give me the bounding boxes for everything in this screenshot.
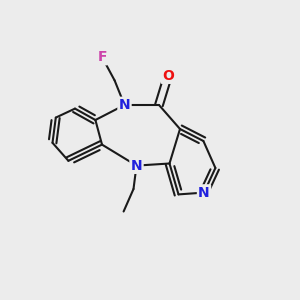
Text: N: N <box>131 159 142 172</box>
Text: O: O <box>162 69 174 82</box>
Text: N: N <box>198 186 210 200</box>
Text: F: F <box>97 50 107 64</box>
Text: N: N <box>119 98 130 112</box>
